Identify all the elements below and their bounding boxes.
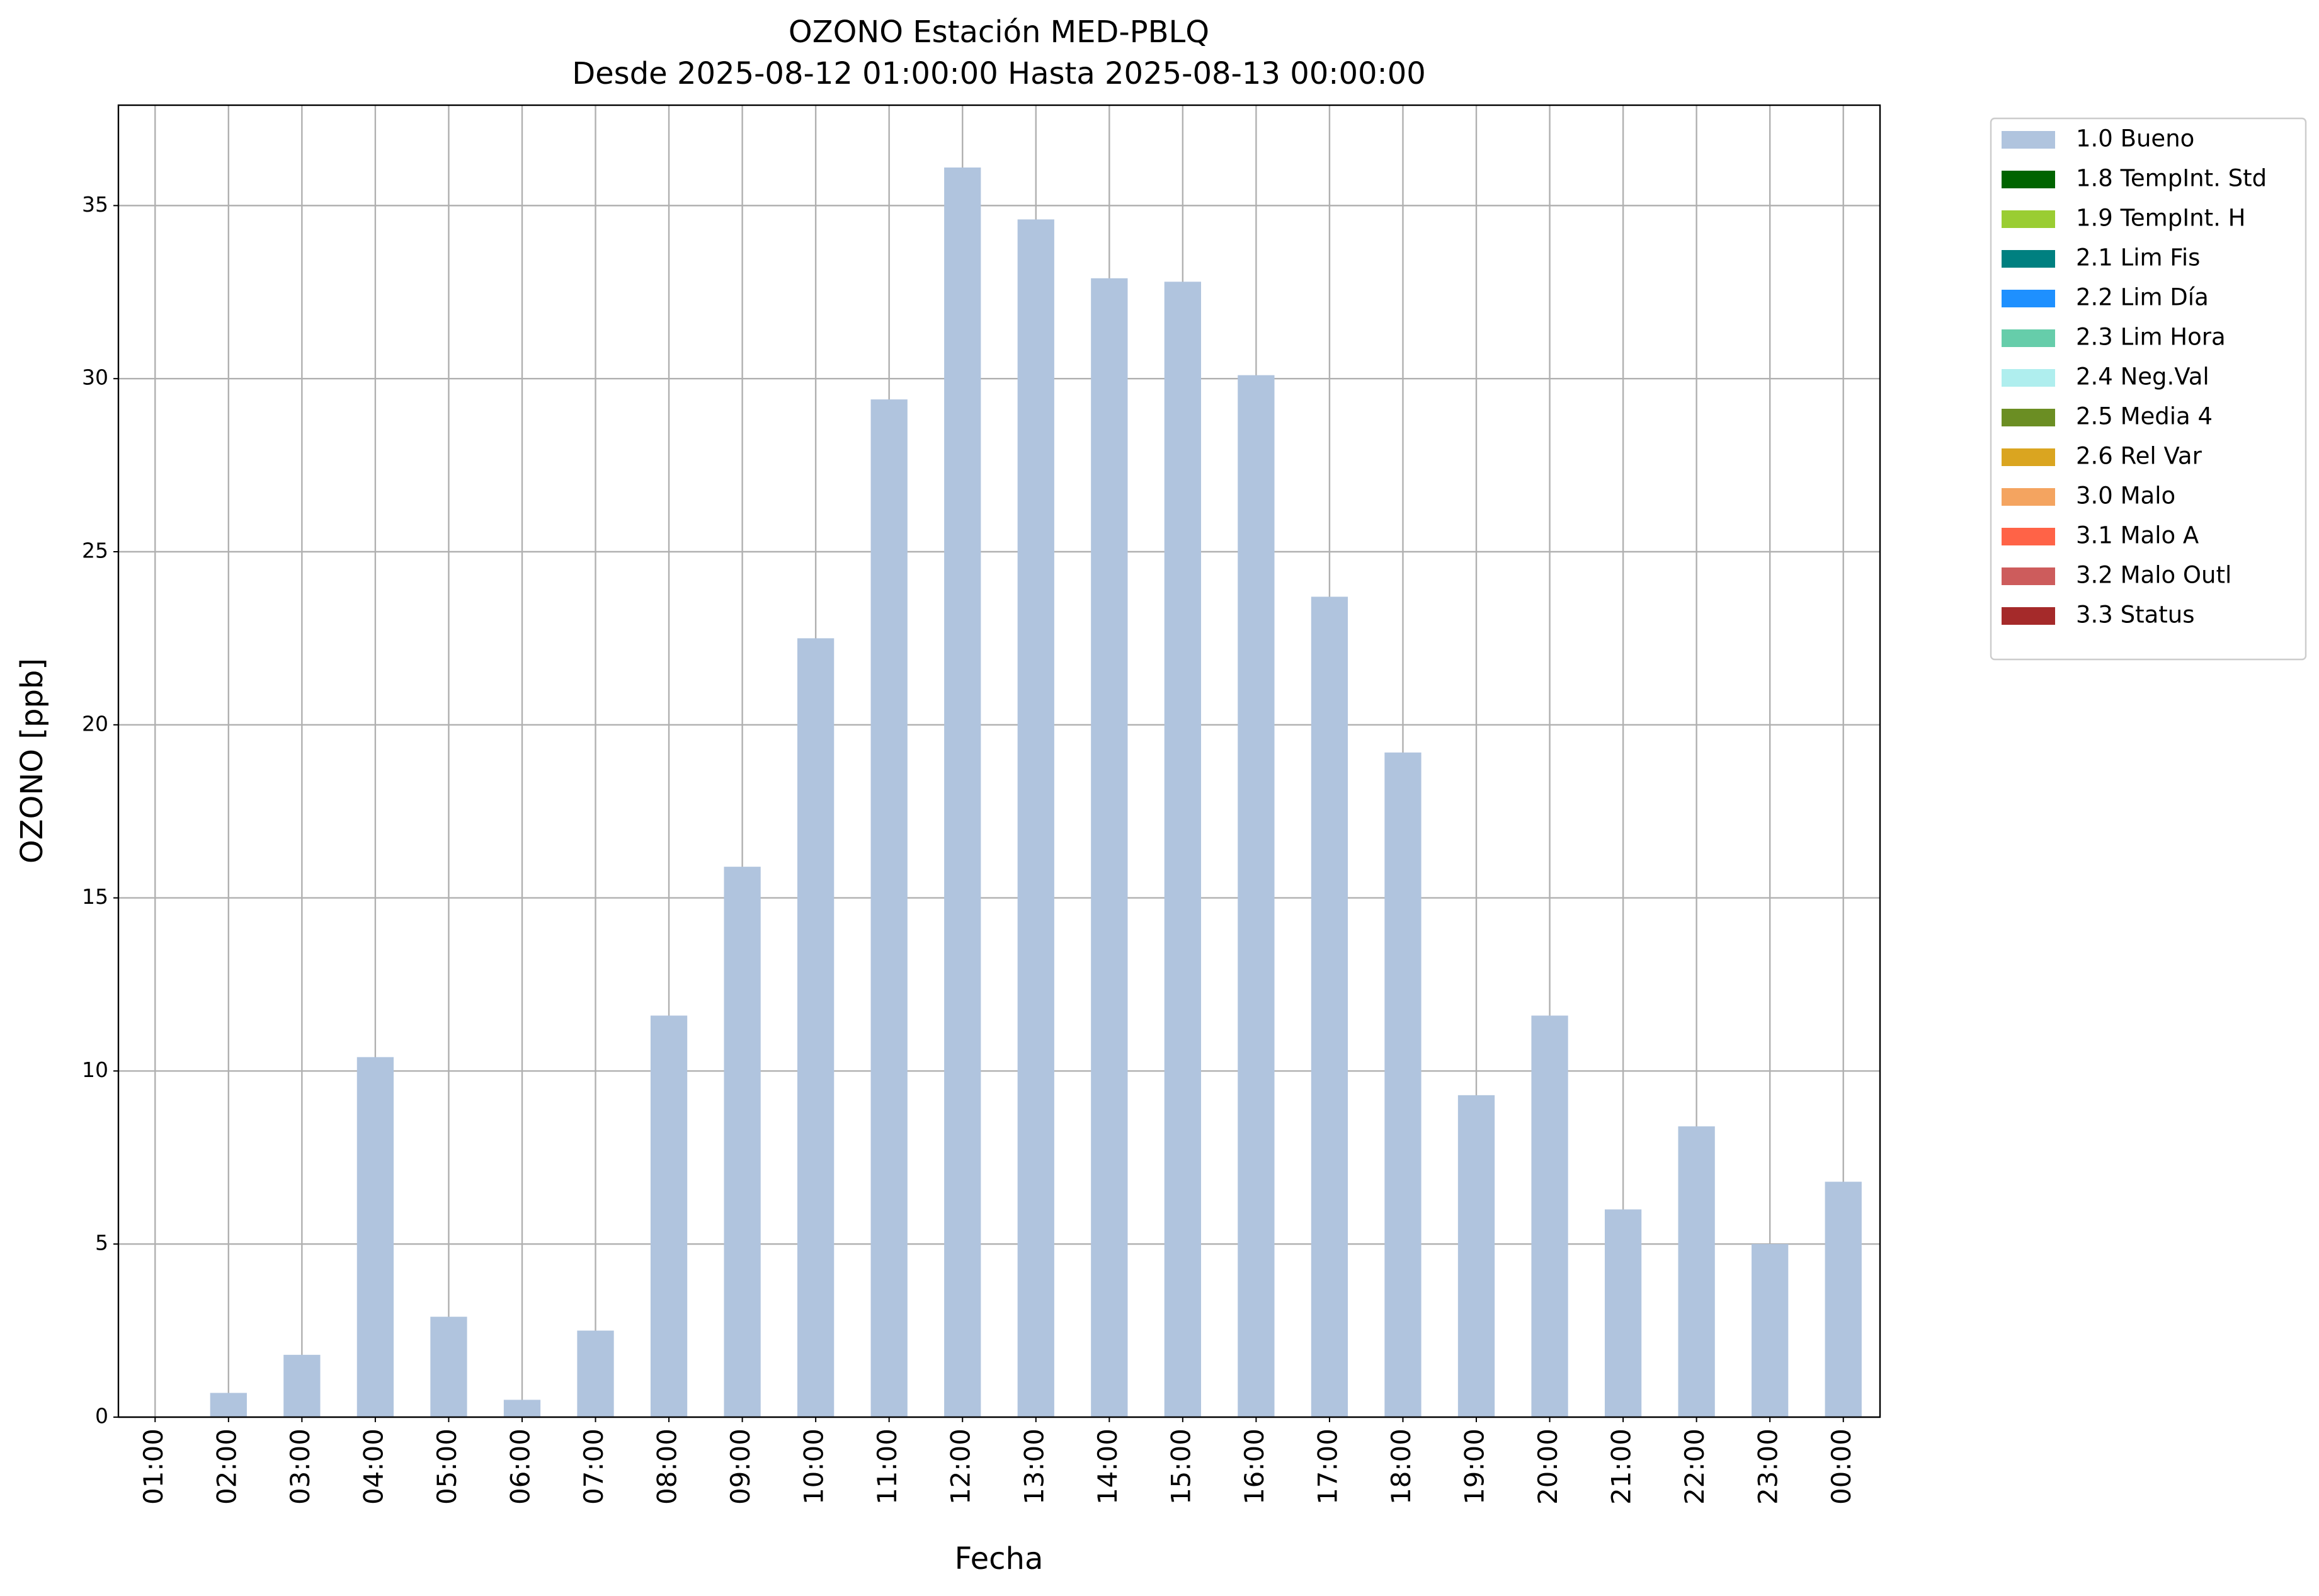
x-tick-label: 14:00 (1092, 1428, 1123, 1505)
legend-label: 3.2 Malo Outl (2076, 562, 2231, 589)
legend-swatch (2002, 250, 2055, 268)
bar (1091, 278, 1128, 1417)
bar (1384, 752, 1422, 1417)
x-tick-label: 12:00 (945, 1428, 976, 1505)
legend-swatch (2002, 290, 2055, 307)
bar (1752, 1244, 1789, 1417)
chart-title: OZONO Estación MED-PBLQ (789, 14, 1209, 50)
legend-label: 3.0 Malo (2076, 482, 2175, 510)
x-tick-label: 02:00 (211, 1428, 242, 1505)
y-tick-label: 15 (82, 884, 108, 909)
y-tick-label: 35 (82, 192, 108, 217)
x-tick-label: 22:00 (1679, 1428, 1710, 1505)
x-tick-label: 07:00 (578, 1428, 609, 1505)
bar (283, 1355, 321, 1417)
x-tick-label: 13:00 (1018, 1428, 1049, 1505)
x-tick-label: 00:00 (1826, 1428, 1857, 1505)
bar (1238, 375, 1275, 1417)
bar (1017, 219, 1054, 1417)
legend-label: 2.3 Lim Hora (2076, 324, 2226, 351)
x-tick-label: 17:00 (1312, 1428, 1343, 1505)
x-tick-label: 15:00 (1165, 1428, 1196, 1505)
bar (1164, 282, 1201, 1418)
legend-swatch (2002, 488, 2055, 506)
bar (1311, 596, 1348, 1417)
legend-swatch (2002, 329, 2055, 347)
x-tick-label: 04:00 (358, 1428, 389, 1505)
bar (1678, 1126, 1715, 1417)
x-tick-label: 03:00 (285, 1428, 316, 1505)
x-tick-label: 11:00 (872, 1428, 903, 1505)
legend-swatch (2002, 131, 2055, 149)
legend-label: 3.1 Malo A (2076, 522, 2199, 549)
x-tick-label: 08:00 (652, 1428, 683, 1505)
legend-label: 2.2 Lim Día (2076, 284, 2209, 311)
plot-frame (117, 104, 1881, 1418)
legend-label: 1.0 Bueno (2076, 125, 2194, 152)
bar (797, 638, 835, 1417)
x-tick-label: 20:00 (1532, 1428, 1563, 1505)
x-tick-label: 16:00 (1239, 1428, 1270, 1505)
x-tick-label: 10:00 (799, 1428, 829, 1505)
legend-label: 1.9 TempInt. H (2076, 205, 2245, 232)
legend-swatch (2002, 528, 2055, 545)
bar (724, 867, 761, 1417)
x-tick-label: 19:00 (1459, 1428, 1490, 1505)
bar (577, 1330, 614, 1417)
bar (1457, 1095, 1495, 1417)
bar (870, 399, 908, 1417)
legend-swatch (2002, 210, 2055, 228)
legend-label: 2.1 Lim Fis (2076, 244, 2200, 271)
x-tick-label: 21:00 (1606, 1428, 1637, 1505)
chart-subtitle: Desde 2025-08-12 01:00:00 Hasta 2025-08-… (572, 56, 1426, 91)
legend-swatch (2002, 171, 2055, 188)
bar (503, 1399, 541, 1417)
bar (650, 1015, 688, 1417)
y-tick-label: 30 (82, 365, 108, 390)
x-tick-label: 05:00 (431, 1428, 462, 1505)
bar (210, 1393, 247, 1417)
bar (356, 1057, 394, 1417)
legend-label: 2.4 Neg.Val (2076, 363, 2209, 390)
bar (430, 1316, 467, 1417)
x-tick-label: 09:00 (725, 1428, 756, 1505)
x-tick-label: 23:00 (1753, 1428, 1784, 1505)
bar (1604, 1209, 1642, 1417)
legend-box (1990, 117, 2307, 661)
bar (1531, 1015, 1568, 1417)
bars (210, 167, 1862, 1418)
legend-swatch (2002, 607, 2055, 625)
x-axis-label: Fecha (955, 1541, 1044, 1576)
x-tick-label: 01:00 (138, 1428, 169, 1505)
x-tick-label: 06:00 (504, 1428, 535, 1505)
legend-swatch (2002, 567, 2055, 585)
y-tick-label: 10 (82, 1057, 108, 1082)
y-tick-label: 20 (82, 711, 108, 736)
legend-label: 2.5 Media 4 (2076, 403, 2213, 430)
y-tick-label: 25 (82, 538, 108, 562)
legend-swatch (2002, 369, 2055, 387)
y-tick-label: 5 (95, 1231, 108, 1255)
bar (1825, 1182, 1862, 1417)
legend-swatch (2002, 409, 2055, 426)
y-tick-label: 0 (95, 1404, 108, 1428)
legend-swatch (2002, 448, 2055, 466)
legend-label: 2.6 Rel Var (2076, 443, 2202, 470)
legend-label: 3.3 Status (2076, 601, 2195, 629)
y-axis-label: OZONO [ppb] (14, 658, 50, 864)
x-tick-label: 18:00 (1386, 1428, 1416, 1505)
legend-label: 1.8 TempInt. Std (2076, 165, 2267, 192)
bar (944, 167, 981, 1418)
